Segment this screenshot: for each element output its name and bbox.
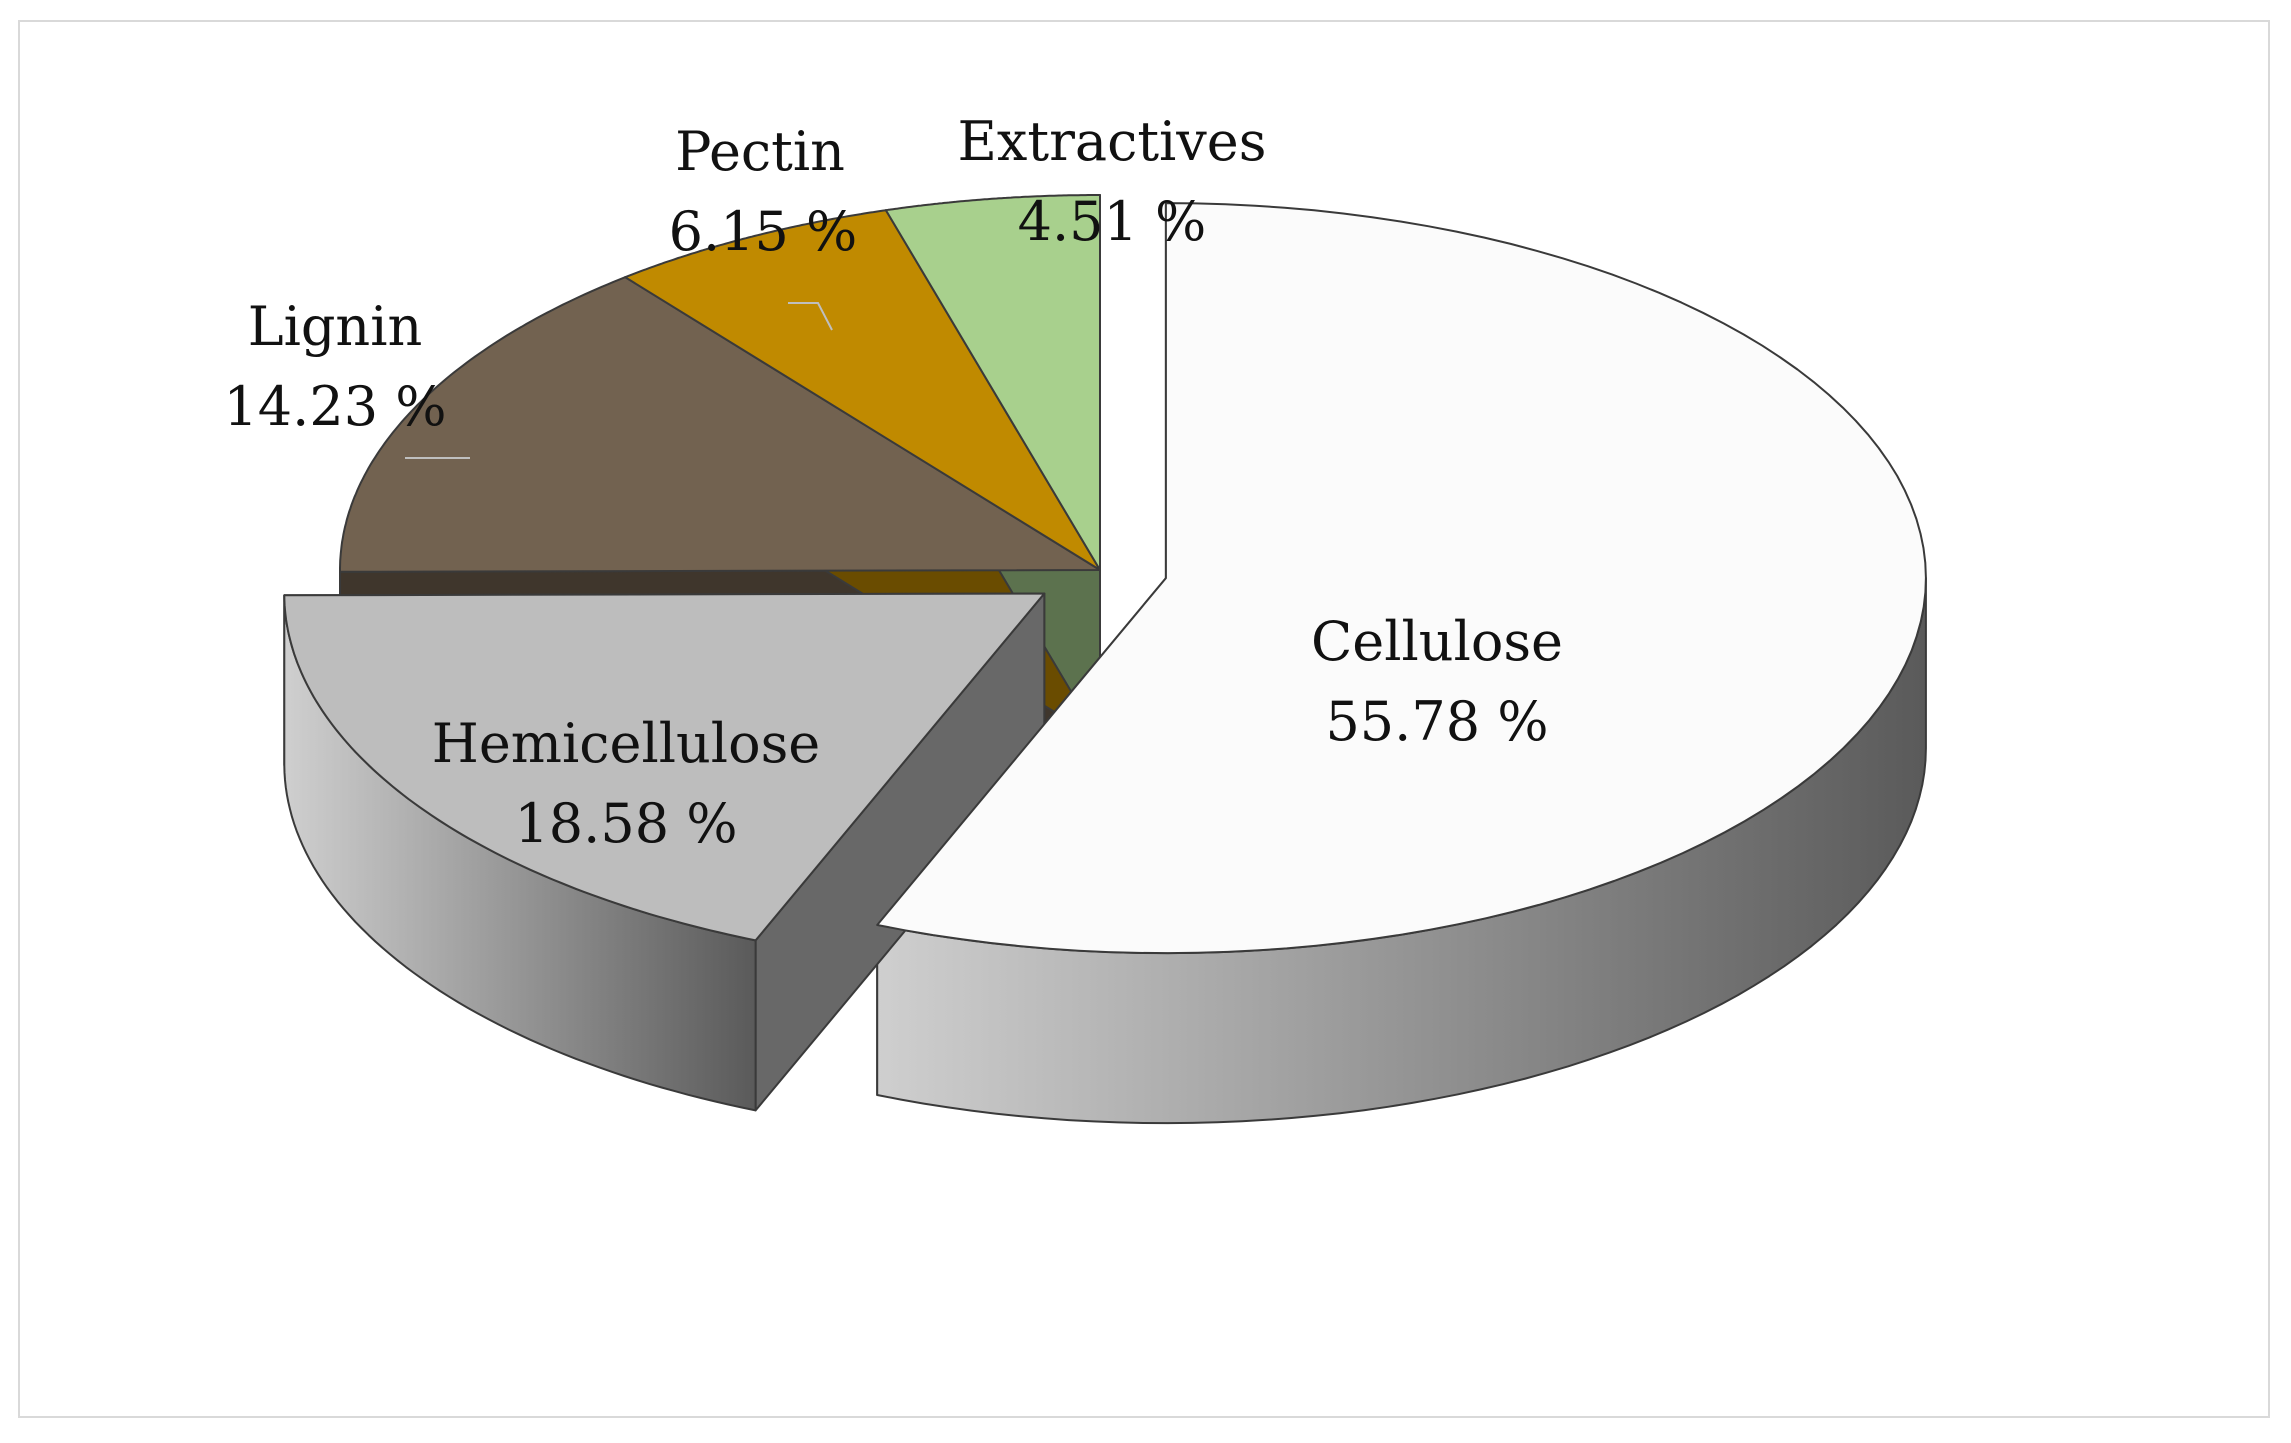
slice-pectin [624,209,1101,571]
slice-label-cellulose: Cellulose [1311,610,1563,673]
slice-value-lignin: 14.23 % [223,375,446,438]
slice-label-lignin: Lignin [248,295,423,358]
slice-label-hemicellulose: Hemicellulose [432,712,821,775]
slice-extractives [884,194,1101,571]
slice-lignin [339,276,1101,573]
slice-cellulose [876,202,1927,955]
slice-hemicellulose [283,592,1046,942]
slice-value-hemicellulose: 18.58 % [514,792,737,855]
slice-label-extractives: Extractives [958,110,1267,173]
slice-label-pectin: Pectin [675,120,845,183]
slice-value-pectin: 6.15 % [669,200,858,263]
slice-value-extractives: 4.51 % [1018,190,1207,253]
leader-line-pectin [788,302,833,331]
slice-value-cellulose: 55.78 % [1325,690,1548,753]
